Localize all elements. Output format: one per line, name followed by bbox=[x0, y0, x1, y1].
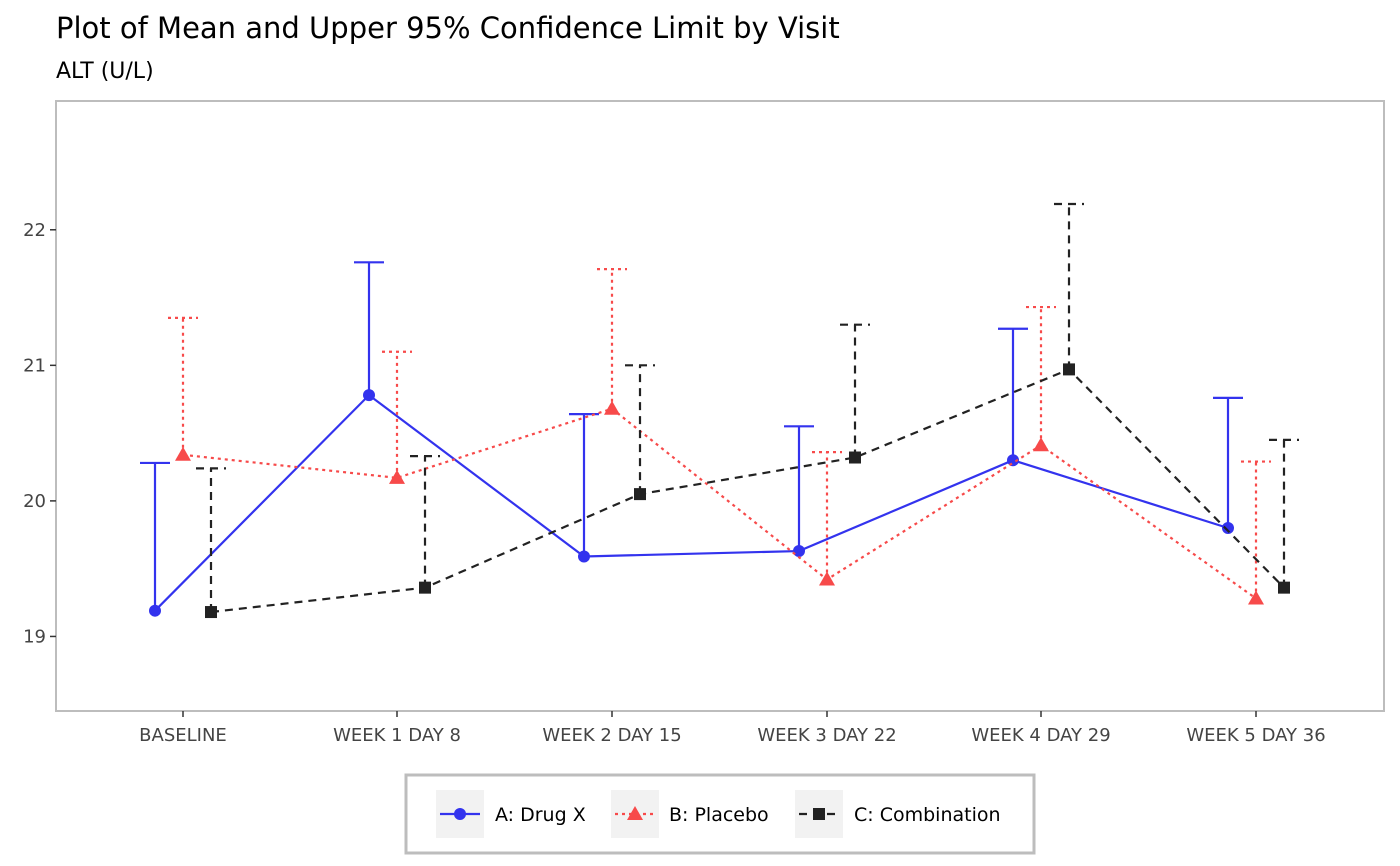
series-1 bbox=[140, 261, 1243, 617]
y-tick-label: 19 bbox=[23, 626, 46, 647]
y-axis: 19 20 21 22 bbox=[23, 220, 56, 647]
legend-key-marker bbox=[627, 806, 643, 820]
data-point bbox=[1033, 437, 1049, 452]
x-tick-label: WEEK 3 DAY 22 bbox=[757, 725, 896, 746]
legend-label: A: Drug X bbox=[495, 804, 586, 826]
legend-key-marker bbox=[454, 808, 466, 820]
data-point bbox=[205, 606, 217, 619]
legend: A: Drug X B: Placebo C: Combination bbox=[404, 773, 1036, 855]
data-point bbox=[604, 400, 620, 415]
x-tick-label: WEEK 4 DAY 29 bbox=[971, 725, 1110, 746]
x-tick-label: WEEK 5 DAY 36 bbox=[1186, 725, 1325, 746]
x-axis: BASELINE WEEK 1 DAY 8 WEEK 2 DAY 15 WEEK 3 … bbox=[139, 711, 1326, 746]
data-point bbox=[389, 469, 405, 484]
data-point bbox=[1007, 454, 1019, 467]
chart-title: Plot of Mean and Upper 95% Confidence Li… bbox=[56, 11, 840, 45]
data-point bbox=[1278, 581, 1290, 594]
legend-label: B: Placebo bbox=[669, 804, 769, 826]
data-point bbox=[175, 446, 191, 461]
y-tick-label: 22 bbox=[23, 220, 46, 241]
legend-label: C: Combination bbox=[854, 804, 1001, 826]
plot-panel bbox=[55, 100, 1385, 712]
data-point bbox=[578, 550, 590, 563]
data-point bbox=[793, 545, 805, 558]
data-point bbox=[363, 389, 375, 402]
data-point bbox=[849, 451, 861, 464]
series-2 bbox=[168, 267, 1271, 605]
legend-box bbox=[404, 773, 1036, 855]
x-tick-label: WEEK 2 DAY 15 bbox=[542, 725, 681, 746]
data-point bbox=[819, 571, 835, 586]
data-point bbox=[1248, 590, 1264, 605]
y-tick-label: 21 bbox=[23, 355, 46, 376]
data-point bbox=[419, 581, 431, 594]
legend-key-marker bbox=[813, 808, 825, 820]
data-point bbox=[634, 488, 646, 501]
data-point bbox=[1063, 363, 1075, 376]
series-line bbox=[154, 393, 1229, 612]
data-point bbox=[149, 604, 161, 617]
series-3 bbox=[196, 202, 1299, 619]
chart-subtitle: ALT (U/L) bbox=[56, 59, 154, 84]
plot-area bbox=[140, 202, 1299, 619]
x-tick-label: WEEK 1 DAY 8 bbox=[333, 725, 461, 746]
x-tick-label: BASELINE bbox=[139, 725, 227, 746]
y-tick-label: 20 bbox=[23, 491, 46, 512]
data-point bbox=[1222, 522, 1234, 534]
